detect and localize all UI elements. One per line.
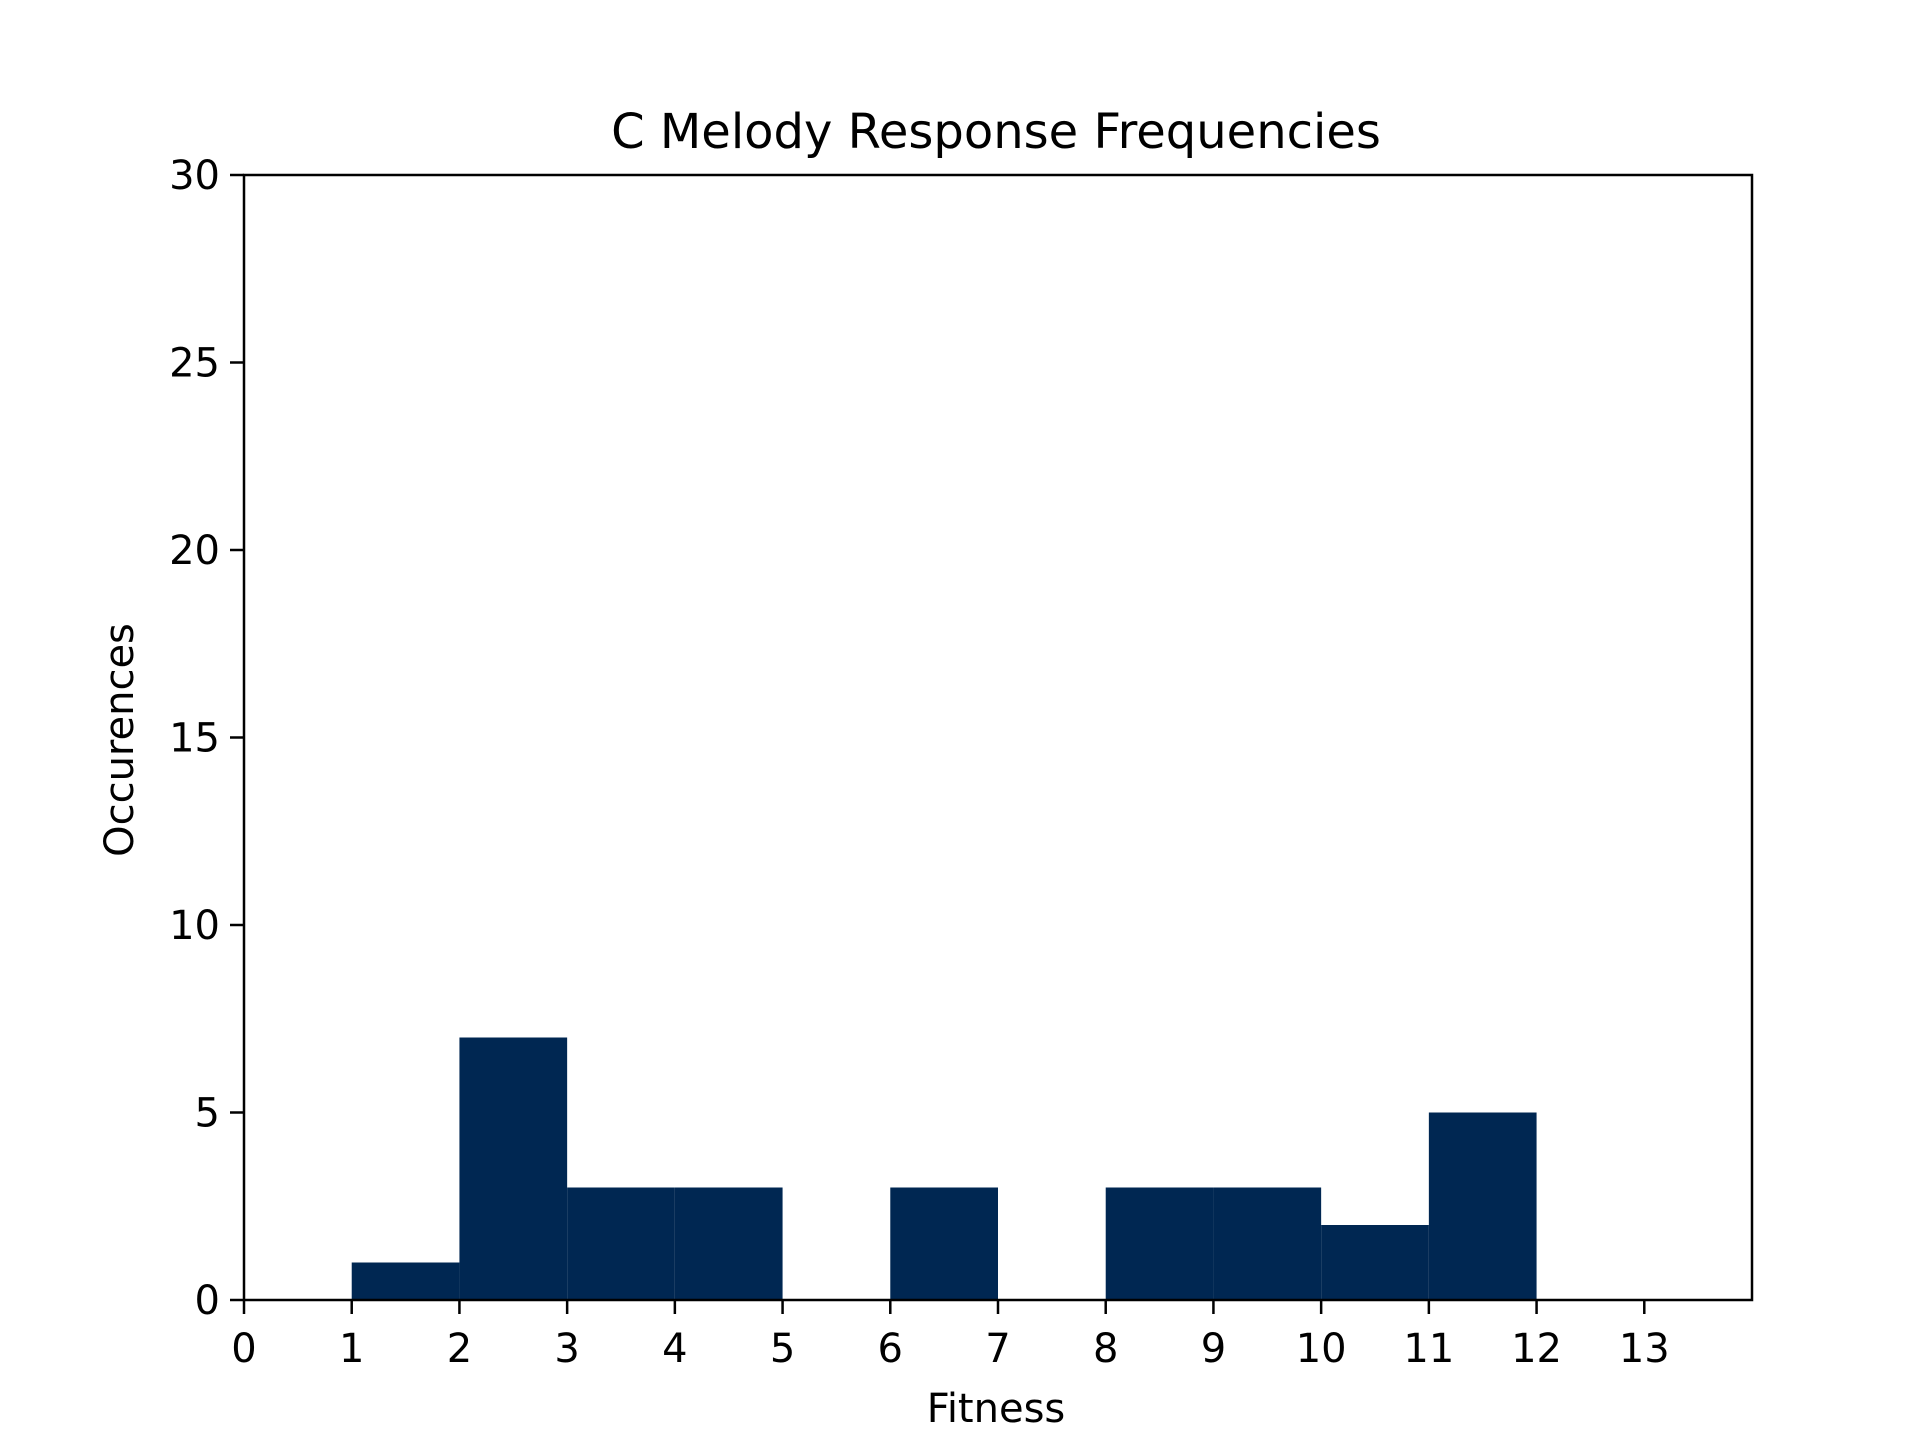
x-tick-label: 5 (770, 1326, 795, 1372)
histogram-bar-2 (567, 1187, 675, 1300)
y-axis-label: Occurences (97, 623, 143, 857)
x-tick-label: 13 (1619, 1326, 1670, 1372)
x-tick-label: 7 (985, 1326, 1010, 1372)
x-tick-label: 0 (231, 1326, 256, 1372)
y-tick-label: 10 (169, 903, 220, 949)
histogram-bar-9 (1321, 1225, 1429, 1300)
y-tick-label: 25 (169, 341, 220, 387)
x-tick-label: 3 (554, 1326, 579, 1372)
plot-frame (242, 173, 1754, 1302)
histogram-bar-10 (1428, 1112, 1537, 1300)
x-tick-label: 6 (878, 1326, 903, 1372)
histogram-bar-0 (351, 1262, 460, 1300)
y-tick-label: 30 (169, 153, 220, 199)
x-axis-label: Fitness (927, 1386, 1066, 1432)
chart-title: C Melody Response Frequencies (611, 104, 1381, 160)
x-tick-label: 12 (1511, 1326, 1562, 1372)
y-tick-label: 5 (195, 1091, 220, 1137)
histogram-bar-7 (1105, 1187, 1214, 1300)
histogram-bar-8 (1213, 1187, 1322, 1300)
y-tick-label: 15 (169, 716, 220, 762)
x-tick-label: 2 (447, 1326, 472, 1372)
x-tick-label: 9 (1201, 1326, 1226, 1372)
histogram-bar-3 (674, 1187, 783, 1300)
bars-group (351, 1037, 1537, 1300)
histogram-bar-5 (890, 1187, 998, 1300)
x-tick-label: 8 (1093, 1326, 1118, 1372)
y-tick-label: 0 (195, 1278, 220, 1324)
histogram-bar-1 (459, 1037, 568, 1300)
x-tick-label: 11 (1403, 1326, 1454, 1372)
y-tick-label: 20 (169, 528, 220, 574)
x-tick-label: 4 (662, 1326, 687, 1372)
x-tick-label: 1 (339, 1326, 364, 1372)
x-tick-label: 10 (1296, 1326, 1347, 1372)
